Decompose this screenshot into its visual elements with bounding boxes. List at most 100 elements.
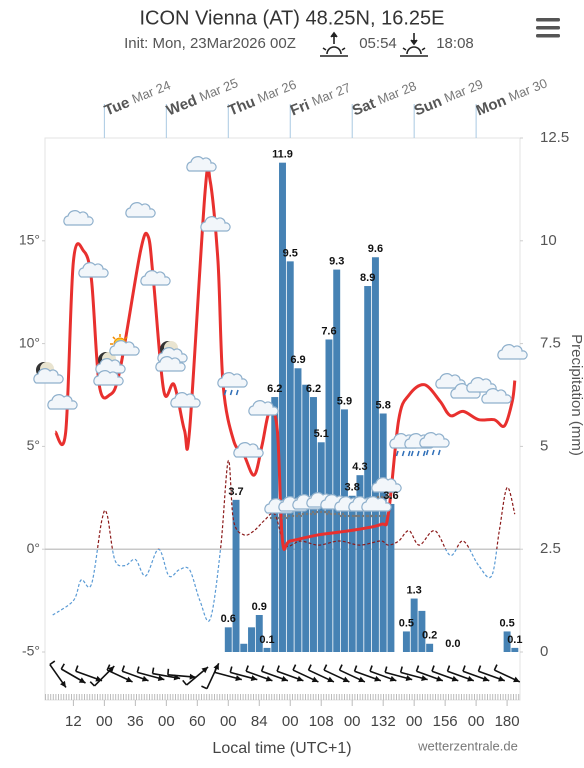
wind-arrow <box>182 666 209 686</box>
wind-arrow <box>307 664 335 683</box>
raindrop <box>422 450 426 457</box>
wind-head <box>513 676 520 683</box>
y-tick-label: 0° <box>27 540 40 556</box>
wind-head <box>235 675 242 681</box>
precip-label: 0.1 <box>259 634 274 646</box>
snowflake <box>277 516 281 520</box>
day-label: Mon Mar 30 <box>474 75 550 119</box>
snowflake <box>291 514 295 518</box>
precip-label: 3.7 <box>228 486 243 498</box>
snowflake <box>380 495 384 499</box>
sun-ray <box>112 336 116 340</box>
cloud <box>93 370 124 386</box>
x-tick-label: 00 <box>282 713 299 730</box>
day-label: Tue Mar 24 <box>102 77 173 119</box>
cloud <box>466 377 497 393</box>
sunrise-time: 05:54 <box>359 35 397 52</box>
snowflake <box>353 514 357 518</box>
wind-barb <box>415 665 420 672</box>
precip-label: 0.9 <box>252 601 267 613</box>
snowflake <box>319 510 323 514</box>
x-tick-label: 00 <box>468 713 485 730</box>
x-tick-label: 00 <box>96 713 113 730</box>
x-axis-label: Local time (UTC+1) <box>212 740 351 757</box>
cloud <box>419 432 450 448</box>
precip-label: 5.9 <box>337 395 352 407</box>
wind-arrow <box>151 667 181 681</box>
wind-barb <box>446 665 451 672</box>
wind-barb <box>49 660 56 666</box>
wind-head <box>374 675 381 682</box>
wind-barb <box>353 665 358 672</box>
raindrop <box>401 450 405 457</box>
snowflake <box>299 514 303 518</box>
sunrise-icon <box>320 31 348 57</box>
weather-icon <box>186 156 217 172</box>
snowflake <box>374 514 378 518</box>
snowflake <box>384 495 388 499</box>
snowflake <box>339 514 343 518</box>
wind-barb <box>462 665 466 672</box>
weekday: Wed <box>164 92 199 120</box>
precip-bar <box>333 269 341 652</box>
precip-bar <box>263 647 271 652</box>
wind-arrow <box>292 664 319 683</box>
wind-head <box>311 676 319 683</box>
cloud <box>186 156 217 172</box>
wind-head <box>421 675 428 681</box>
wind-arrow <box>49 660 67 688</box>
raindrop <box>437 449 441 456</box>
wind-head <box>436 675 443 682</box>
cloud <box>155 356 186 372</box>
wind-arrow <box>477 665 506 682</box>
snowflake <box>309 512 313 516</box>
precip-bar <box>511 647 519 652</box>
precip-label: 0.1 <box>507 634 522 646</box>
y2-tick-label: 10 <box>540 232 557 249</box>
precip-bar <box>255 614 263 652</box>
snowflake <box>357 514 361 518</box>
precip-bar <box>402 631 410 652</box>
snowflake <box>273 516 277 520</box>
precip-label: 1.3 <box>407 584 422 596</box>
wind-head <box>467 675 474 682</box>
weather-icon <box>466 377 497 393</box>
y-tick-label: 5° <box>27 437 40 453</box>
precip-bar <box>410 598 418 652</box>
wind-arrow <box>245 665 273 682</box>
precip-bar <box>364 286 372 652</box>
wind-arrow <box>493 664 521 683</box>
dew-point-line <box>96 460 516 549</box>
x-tick-label: 00 <box>220 713 237 730</box>
snowflake <box>392 495 396 499</box>
weather-icon <box>361 496 392 518</box>
wind-barb <box>136 666 140 673</box>
weekday: Tue <box>102 94 132 119</box>
wind-head <box>265 675 273 682</box>
menu-button[interactable] <box>536 18 560 38</box>
precip-label: 7.6 <box>321 325 336 337</box>
wind-arrow <box>353 665 382 682</box>
weather-icon <box>33 362 64 384</box>
precip-label: 0.6 <box>221 613 236 625</box>
precip-bar <box>371 257 379 652</box>
precip-bar <box>387 503 395 652</box>
wind-head <box>327 676 334 683</box>
precip-label: 0.0 <box>445 638 460 650</box>
y2-tick-label: 0 <box>540 643 548 660</box>
snowflake <box>376 495 380 499</box>
raindrop <box>431 449 435 456</box>
wind-barb <box>245 665 249 672</box>
wind-head <box>107 666 115 673</box>
cloud <box>200 216 231 232</box>
precip-bar <box>302 384 310 652</box>
x-tick-label: 84 <box>251 713 268 730</box>
weather-icon <box>481 388 512 404</box>
raindrop <box>235 389 239 396</box>
precip-bar <box>348 495 356 652</box>
precip-bar <box>310 397 317 652</box>
x-tick-label: 132 <box>371 713 396 730</box>
wind-arrow <box>369 665 397 682</box>
cloud <box>248 400 279 416</box>
cloud <box>33 368 64 384</box>
